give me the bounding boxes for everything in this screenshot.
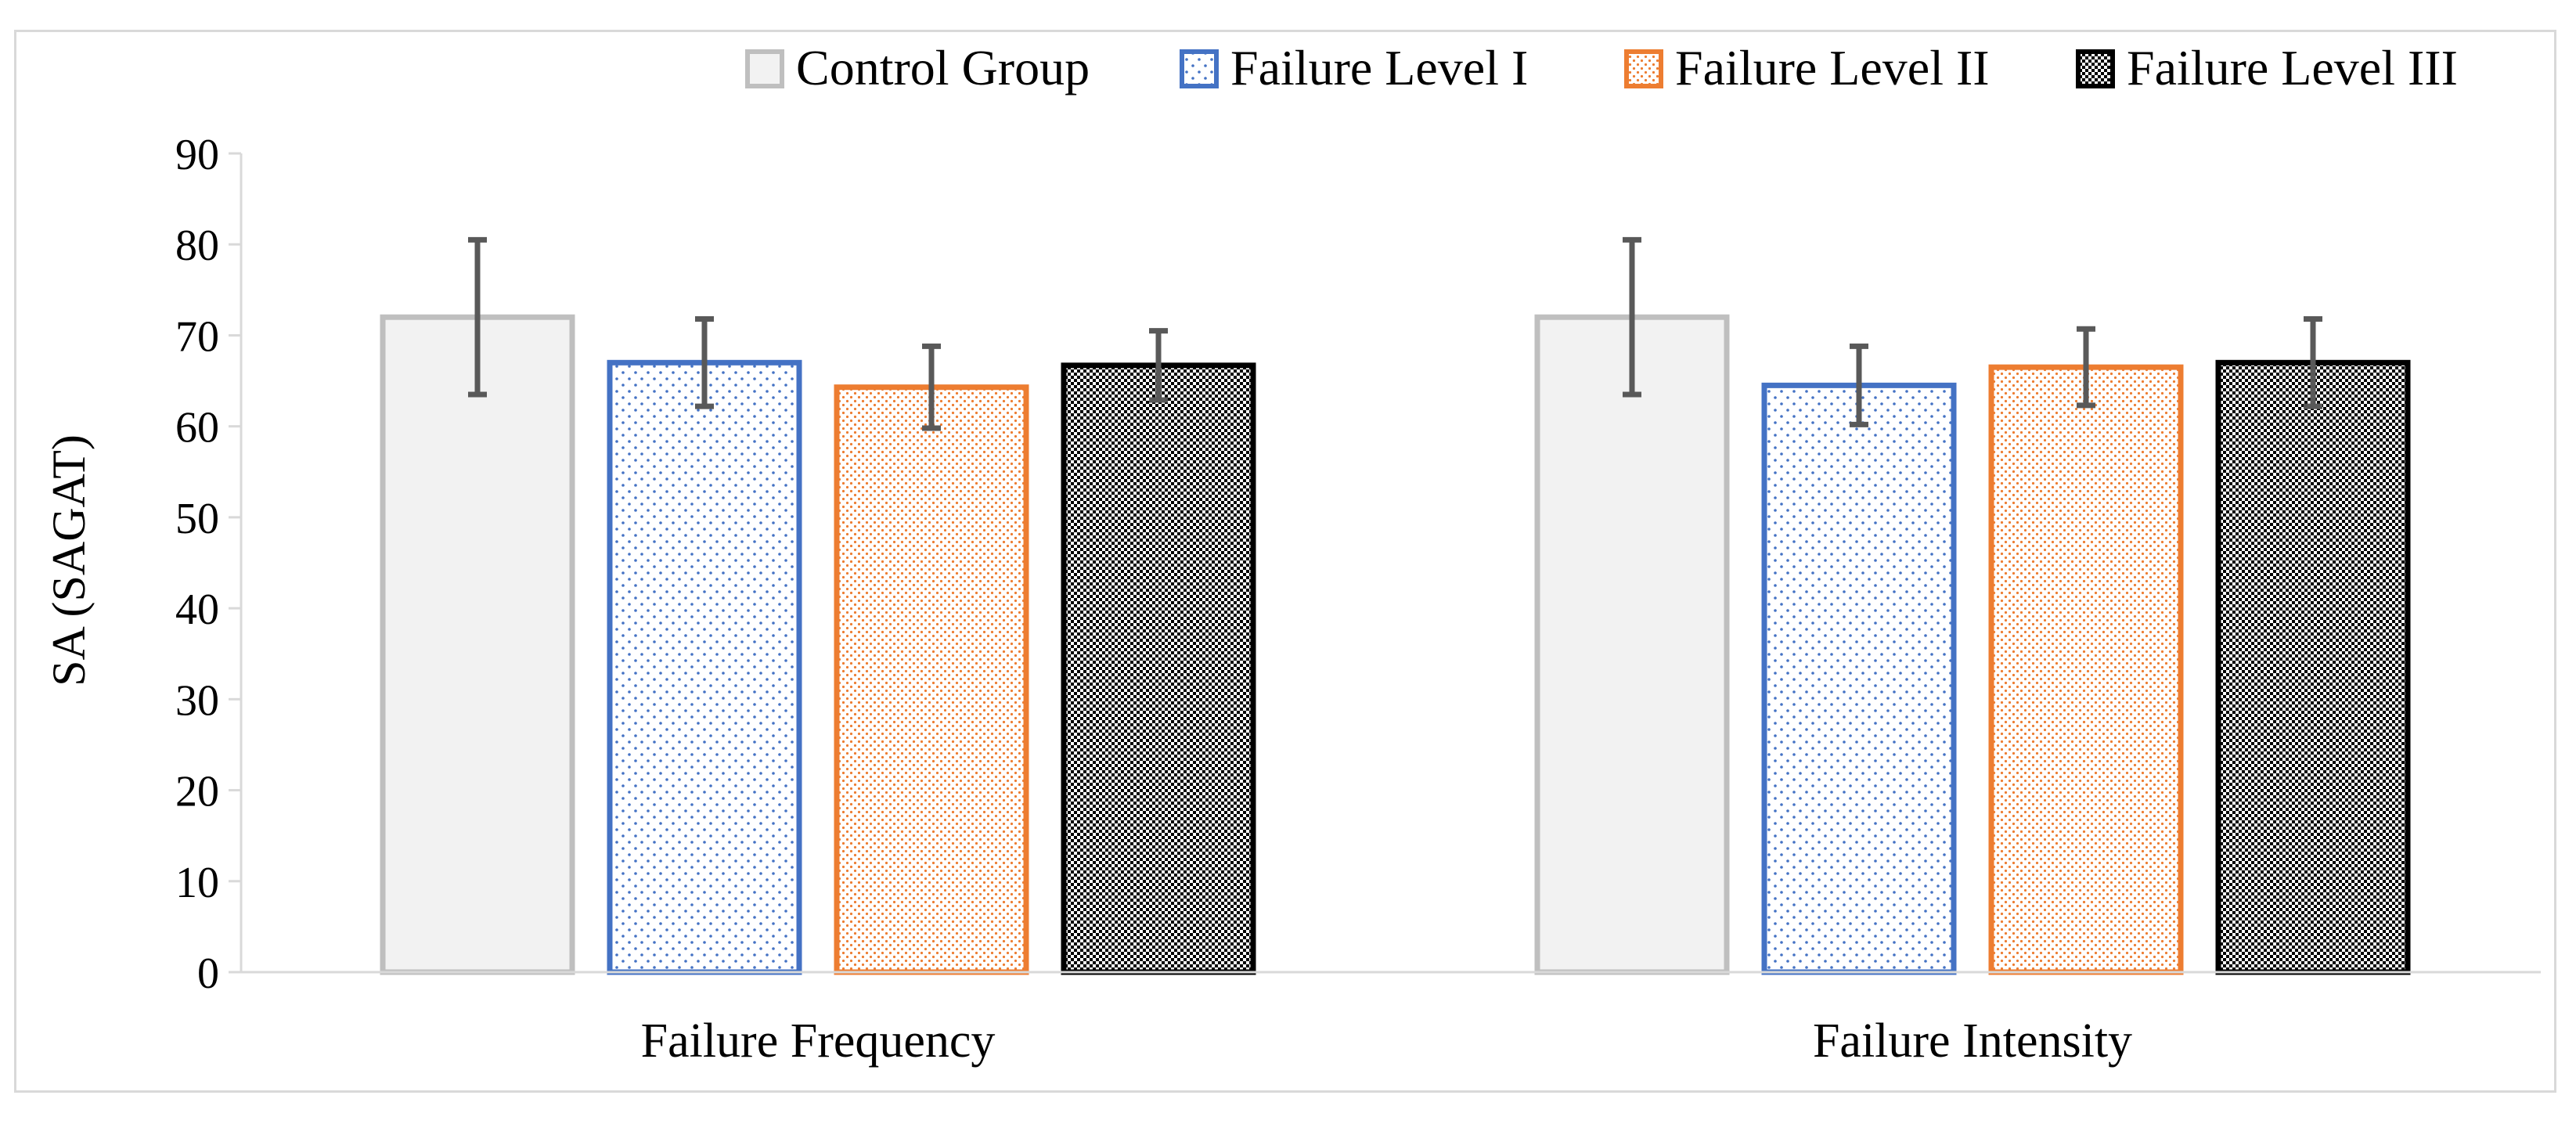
y-tick-label: 60 — [175, 404, 219, 452]
y-tick-label: 90 — [175, 131, 219, 179]
bar — [1761, 382, 1957, 975]
bars — [380, 314, 2411, 975]
bar — [2215, 359, 2411, 975]
legend-label: Failure Level I — [1230, 40, 1528, 95]
legend-swatch — [1180, 49, 1219, 88]
x-category-label: Failure Frequency — [641, 1014, 996, 1068]
legend: Control Group Failure Level I Failure Leve… — [745, 40, 2458, 95]
legend-swatch — [1624, 49, 1663, 88]
bar — [1988, 364, 2184, 975]
y-tick-label: 70 — [175, 312, 219, 361]
y-axis-ticks: 0 10 20 30 40 50 60 70 80 90 — [175, 131, 243, 998]
error-bars — [468, 236, 2322, 431]
bar — [834, 384, 1029, 975]
y-tick-label: 10 — [175, 859, 219, 907]
legend-label: Failure Level II — [1675, 40, 1990, 95]
bar — [1534, 314, 1730, 975]
y-tick-label: 80 — [175, 222, 219, 270]
y-tick-label: 50 — [175, 495, 219, 543]
y-tick-label: 0 — [197, 949, 219, 998]
legend-label: Control Group — [796, 40, 1090, 95]
legend-label: Failure Level III — [2127, 40, 2458, 95]
x-category-label: Failure Intensity — [1813, 1014, 2132, 1068]
y-tick-label: 30 — [175, 676, 219, 725]
y-axis-title: SA (SAGAT) — [43, 434, 95, 686]
y-tick-label: 20 — [175, 768, 219, 816]
bar — [380, 314, 575, 975]
legend-swatch — [2076, 49, 2115, 88]
category-labels: Failure Frequency Failure Intensity — [641, 1014, 2132, 1068]
bar — [607, 359, 802, 975]
y-tick-label: 40 — [175, 585, 219, 634]
bar — [1061, 362, 1256, 975]
legend-swatch — [745, 49, 784, 88]
